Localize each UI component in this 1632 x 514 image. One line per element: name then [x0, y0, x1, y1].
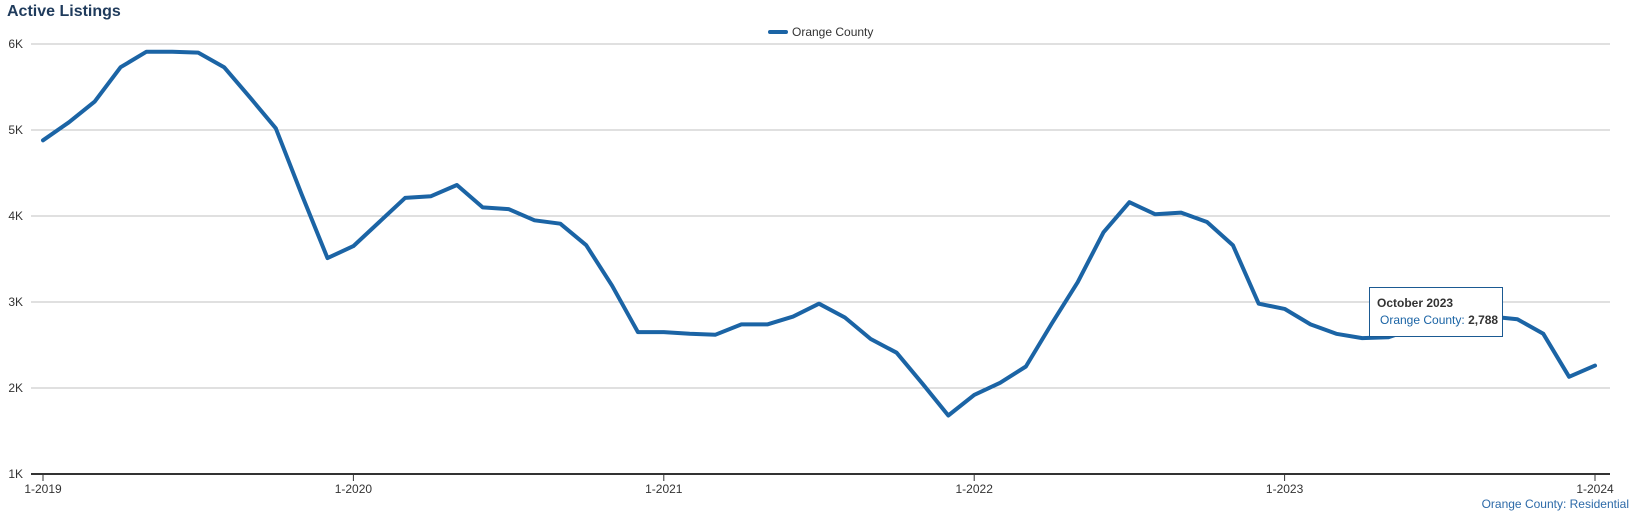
x-tick-label: 1-2020 [335, 482, 373, 496]
data-point[interactable] [713, 332, 719, 338]
data-point[interactable] [1256, 301, 1262, 307]
y-tick-label: 5K [8, 123, 23, 137]
data-point[interactable] [1126, 199, 1132, 205]
tooltip-title: October 2023 [1377, 296, 1454, 310]
tooltip: October 2023 Orange County: 2,788 [1369, 287, 1503, 337]
data-point[interactable] [661, 329, 667, 335]
x-tick-label: 1-2019 [24, 482, 62, 496]
data-point[interactable] [1566, 374, 1572, 380]
data-point[interactable] [609, 283, 615, 289]
data-point[interactable] [842, 314, 848, 320]
data-point[interactable] [221, 64, 227, 70]
data-point[interactable] [1049, 321, 1055, 327]
data-point[interactable] [169, 49, 175, 55]
data-point[interactable] [738, 321, 744, 327]
legend-label: Orange County [792, 25, 873, 39]
data-point[interactable] [1307, 321, 1313, 327]
data-point[interactable] [531, 217, 537, 223]
data-point[interactable] [868, 336, 874, 342]
data-point[interactable] [1359, 335, 1365, 341]
data-point[interactable] [1075, 279, 1081, 285]
y-tick-label: 6K [8, 37, 23, 51]
x-tick-label: 1-2023 [1266, 482, 1304, 496]
x-axis: 1-2019 1-2020 1-2021 1-2022 1-2023 1-2024 [24, 473, 1614, 496]
legend[interactable]: Orange County [768, 25, 873, 39]
data-point[interactable] [273, 125, 279, 131]
data-point[interactable] [583, 242, 589, 248]
data-point[interactable] [1592, 363, 1598, 369]
data-point[interactable] [118, 64, 124, 70]
series-orange-county[interactable] [40, 49, 1598, 419]
data-point[interactable] [945, 413, 951, 419]
data-point[interactable] [1333, 331, 1339, 337]
data-point[interactable] [66, 119, 72, 125]
data-point[interactable] [1101, 229, 1107, 235]
data-point[interactable] [299, 192, 305, 198]
y-tick-label: 4K [8, 209, 23, 223]
data-point[interactable] [480, 204, 486, 210]
data-point[interactable] [1282, 306, 1288, 312]
tooltip-row: Orange County: 2,788 [1380, 313, 1499, 327]
data-point[interactable] [1152, 211, 1158, 217]
data-point[interactable] [143, 49, 149, 55]
data-point[interactable] [40, 137, 46, 143]
data-point[interactable] [894, 350, 900, 356]
data-point[interactable] [376, 219, 382, 225]
data-point[interactable] [1514, 316, 1520, 322]
x-tick-label: 1-2022 [956, 482, 994, 496]
data-point[interactable] [247, 94, 253, 100]
tooltip-value: 2,788 [1468, 313, 1499, 327]
data-point[interactable] [971, 392, 977, 398]
data-point[interactable] [428, 193, 434, 199]
tooltip-series-name: Orange County [1380, 313, 1462, 327]
footnote: Orange County: Residential [1481, 497, 1629, 511]
x-tick-label: 1-2021 [645, 482, 683, 496]
data-point[interactable] [919, 381, 925, 387]
data-point[interactable] [764, 321, 770, 327]
data-point[interactable] [195, 50, 201, 56]
y-tick-label: 2K [8, 381, 23, 395]
series-line[interactable] [41, 49, 1597, 418]
data-point[interactable] [1204, 219, 1210, 225]
data-point[interactable] [402, 195, 408, 201]
data-point[interactable] [1023, 364, 1029, 370]
y-tick-label: 3K [8, 295, 23, 309]
data-point[interactable] [350, 243, 356, 249]
data-point[interactable] [1230, 242, 1236, 248]
data-point[interactable] [790, 314, 796, 320]
data-point[interactable] [635, 329, 641, 335]
data-point[interactable] [1540, 331, 1546, 337]
data-point[interactable] [506, 206, 512, 212]
data-point[interactable] [687, 331, 693, 337]
data-point[interactable] [816, 301, 822, 307]
data-point[interactable] [997, 380, 1003, 386]
x-tick-label: 1-2024 [1576, 482, 1614, 496]
y-tick-label: 1K [8, 467, 23, 481]
data-point[interactable] [92, 99, 98, 105]
data-point[interactable] [454, 182, 460, 188]
y-axis-labels: 1K 2K 3K 4K 5K 6K [8, 37, 23, 481]
data-point[interactable] [325, 255, 331, 261]
data-point[interactable] [1178, 210, 1184, 216]
gridlines [31, 43, 1610, 389]
data-point[interactable] [557, 221, 563, 227]
chart-title: Active Listings [7, 3, 121, 20]
